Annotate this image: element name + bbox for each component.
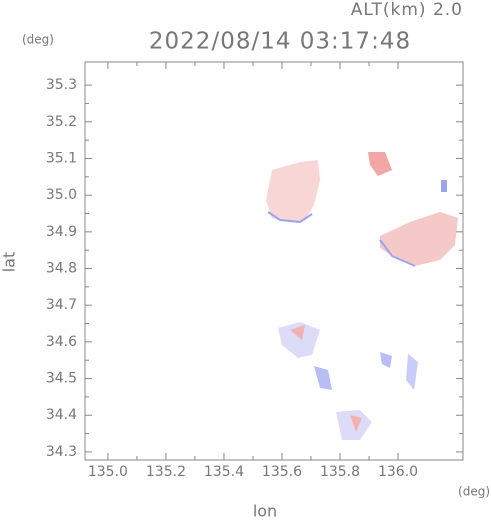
x-tick-label: 135.6	[262, 464, 302, 480]
x-unit: (deg)	[458, 485, 490, 499]
echo	[380, 212, 458, 266]
x-tick-label: 135.2	[146, 464, 186, 480]
plot-frame	[84, 61, 464, 461]
echo	[406, 354, 418, 390]
echo	[350, 415, 362, 432]
y-unit: (deg)	[22, 33, 54, 47]
chart-subtitle: ALT(km) 2.0	[351, 0, 463, 20]
echo	[379, 239, 416, 267]
echo	[314, 366, 332, 390]
y-tick-label: 35.2	[46, 114, 77, 130]
echo	[278, 322, 320, 358]
echo	[266, 160, 320, 222]
echo	[368, 152, 392, 176]
y-tick-label: 35.3	[46, 77, 77, 93]
y-tick-label: 34.6	[46, 334, 77, 350]
chart-title: 2022/08/14 03:17:48	[149, 29, 411, 55]
echo-field	[266, 152, 458, 440]
echo	[380, 352, 392, 368]
echo	[290, 325, 305, 340]
y-tick-label: 34.5	[46, 371, 77, 387]
echo	[267, 211, 313, 224]
x-tick-label: 135.4	[204, 464, 244, 480]
y-tick-label: 35.0	[46, 187, 77, 203]
y-tick-label: 34.7	[46, 297, 77, 313]
x-axis-label: lon	[253, 502, 277, 521]
y-tick-label: 34.9	[46, 224, 77, 240]
y-tick-label: 34.4	[46, 407, 77, 423]
x-tick-label: 135.8	[320, 464, 360, 480]
y-tick-label: 35.1	[46, 150, 77, 166]
y-tick-label: 34.8	[46, 261, 77, 277]
y-axis-label: lat	[0, 252, 19, 273]
x-tick-label: 135.0	[88, 464, 128, 480]
y-tick-label: 34.3	[46, 444, 77, 460]
x-tick-label: 136.0	[378, 464, 418, 480]
echo	[441, 180, 447, 192]
